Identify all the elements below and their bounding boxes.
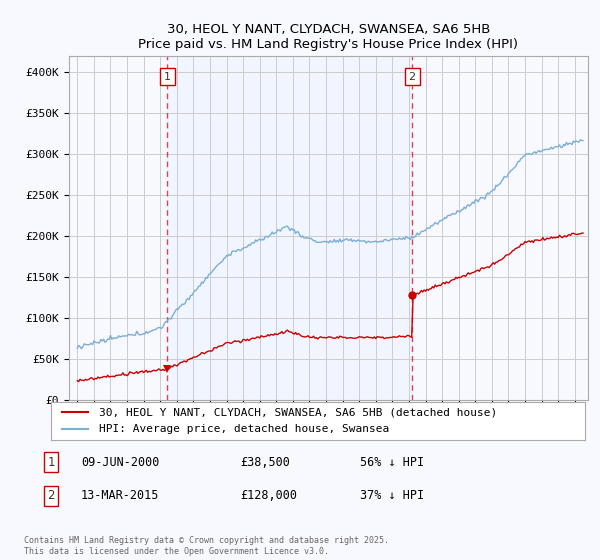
Text: 37% ↓ HPI: 37% ↓ HPI	[360, 489, 424, 502]
Text: HPI: Average price, detached house, Swansea: HPI: Average price, detached house, Swan…	[99, 424, 389, 434]
Text: 56% ↓ HPI: 56% ↓ HPI	[360, 455, 424, 469]
Text: 30, HEOL Y NANT, CLYDACH, SWANSEA, SA6 5HB (detached house): 30, HEOL Y NANT, CLYDACH, SWANSEA, SA6 5…	[99, 407, 497, 417]
Bar	[167, 56, 412, 400]
Text: 2: 2	[47, 489, 55, 502]
Text: 1: 1	[47, 455, 55, 469]
Text: 1: 1	[164, 72, 171, 82]
Text: £128,000: £128,000	[240, 489, 297, 502]
Text: £38,500: £38,500	[240, 455, 290, 469]
Text: Contains HM Land Registry data © Crown copyright and database right 2025.
This d: Contains HM Land Registry data © Crown c…	[24, 536, 389, 556]
Text: 13-MAR-2015: 13-MAR-2015	[81, 489, 160, 502]
Title: 30, HEOL Y NANT, CLYDACH, SWANSEA, SA6 5HB
Price paid vs. HM Land Registry's Hou: 30, HEOL Y NANT, CLYDACH, SWANSEA, SA6 5…	[139, 22, 518, 50]
Text: 2: 2	[409, 72, 416, 82]
Text: 09-JUN-2000: 09-JUN-2000	[81, 455, 160, 469]
